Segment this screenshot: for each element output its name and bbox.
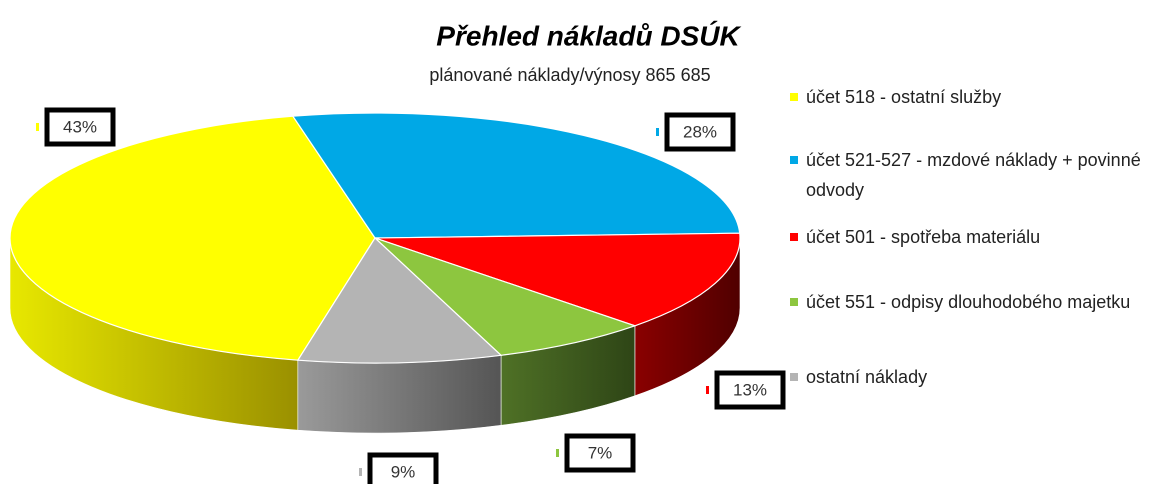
slice [374,237,637,356]
data-label: 9% [391,462,416,481]
data-label: 43% [63,117,97,136]
legend-item: účet 501 - spotřeba materiálu [790,222,1150,252]
label-tick [36,123,39,131]
slice [291,112,741,239]
legend-swatch [790,373,798,381]
legend-label: účet 518 - ostatní služby [806,87,1002,107]
data-label: 28% [683,122,717,141]
legend-swatch [790,233,798,241]
legend-label: účet 521-527 - mzdové náklady + povinné … [806,150,1141,200]
legend-item: účet 551 - odpisy dlouhodobého majetku [790,287,1150,317]
chart-title: Přehled nákladů DSÚK [436,20,741,51]
legend-item: účet 521-527 - mzdové náklady + povinné … [790,145,1150,205]
label-tick [556,449,559,457]
legend-label: účet 551 - odpisy dlouhodobého majetku [806,292,1131,312]
label-tick [656,128,659,136]
data-label: 13% [733,380,767,399]
slice [374,232,741,327]
slice [296,237,503,364]
slice [9,115,376,361]
legend-item: ostatní náklady [790,362,1150,392]
slice-side [297,354,502,434]
legend-swatch [790,156,798,164]
label-box [367,452,439,484]
legend-label: ostatní náklady [806,367,928,387]
legend-item: účet 518 - ostatní služby [790,82,1150,112]
label-tick [706,386,709,394]
legend-swatch [790,93,798,101]
label-box [714,370,786,410]
label-box [564,433,636,473]
legend-swatch [790,298,798,306]
label-box [664,112,736,152]
label-tick [359,468,362,476]
label-box [44,107,116,147]
legend-label: účet 501 - spotřeba materiálu [806,227,1041,247]
chart-subtitle: plánované náklady/výnosy 865 685 [429,65,710,85]
data-label: 7% [588,443,613,462]
